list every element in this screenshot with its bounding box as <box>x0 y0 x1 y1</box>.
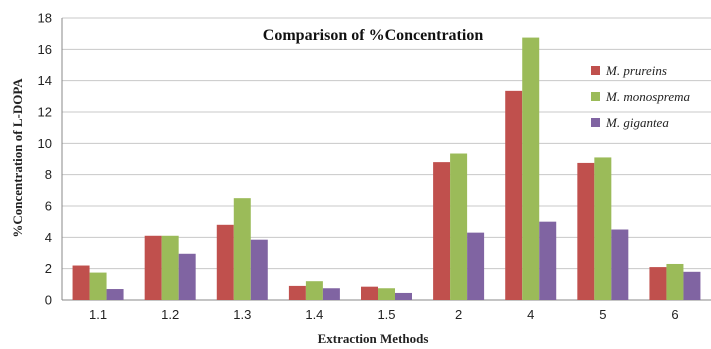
bar <box>178 253 196 300</box>
y-tick-label: 8 <box>45 167 52 182</box>
bar <box>594 157 612 300</box>
x-tick-label: 1.3 <box>233 307 251 322</box>
chart-title: Comparison of %Concentration <box>263 27 484 44</box>
bars <box>72 37 701 300</box>
bar <box>144 235 162 300</box>
y-axis-title: %Concentration of L-DOPA <box>10 78 25 238</box>
bar <box>106 289 124 300</box>
x-tick-label: 2 <box>455 307 462 322</box>
bar <box>305 281 323 300</box>
bar <box>611 229 629 300</box>
y-tick-label: 6 <box>45 199 52 214</box>
bar <box>666 263 684 300</box>
bar <box>577 162 595 300</box>
bar <box>450 153 468 300</box>
y-tick-labels: 0 2 4 6 8 10 12 14 16 18 <box>38 11 52 308</box>
x-tick-label: 1.5 <box>377 307 395 322</box>
y-tick-label: 14 <box>38 73 52 88</box>
y-tick-label: 16 <box>38 42 52 57</box>
bar <box>467 232 485 300</box>
legend-swatch <box>591 66 600 75</box>
y-tick-label: 2 <box>45 261 52 276</box>
bar <box>505 90 523 300</box>
y-tick-label: 18 <box>38 11 52 26</box>
bar <box>378 288 395 300</box>
x-tick-label: 1.4 <box>305 307 323 322</box>
bar <box>649 267 667 300</box>
bar <box>361 286 378 300</box>
bar <box>288 285 306 300</box>
y-tick-label: 12 <box>38 105 52 120</box>
bar <box>395 292 412 300</box>
legend-swatch <box>591 92 600 101</box>
bar <box>522 37 540 300</box>
bar <box>322 288 340 300</box>
bar <box>72 265 90 300</box>
legend-label: M. monosprema <box>605 89 691 104</box>
x-axis-title: Extraction Methods <box>318 331 429 346</box>
bar <box>89 272 107 300</box>
y-tick-label: 10 <box>38 136 52 151</box>
x-tick-label: 1.2 <box>161 307 179 322</box>
legend-label: M. prureins <box>605 63 667 78</box>
bar <box>233 198 251 300</box>
legend-swatch <box>591 118 600 127</box>
x-tick-labels: 1.1 1.2 1.3 1.4 1.5 2 4 5 6 <box>89 307 679 322</box>
x-tick-label: 6 <box>671 307 678 322</box>
bar <box>683 271 701 300</box>
y-tick-label: 4 <box>45 230 52 245</box>
x-tick-label: 1.1 <box>89 307 107 322</box>
bar <box>539 221 557 300</box>
bar <box>433 162 451 300</box>
legend-label: M. gigantea <box>605 115 669 130</box>
bar <box>250 239 268 300</box>
y-tick-label: 0 <box>45 293 52 308</box>
x-tick-label: 4 <box>527 307 534 322</box>
x-tick-label: 5 <box>599 307 606 322</box>
bar <box>161 235 179 300</box>
bar <box>216 224 234 300</box>
legend: M. prureins M. monosprema M. gigantea <box>591 63 691 130</box>
